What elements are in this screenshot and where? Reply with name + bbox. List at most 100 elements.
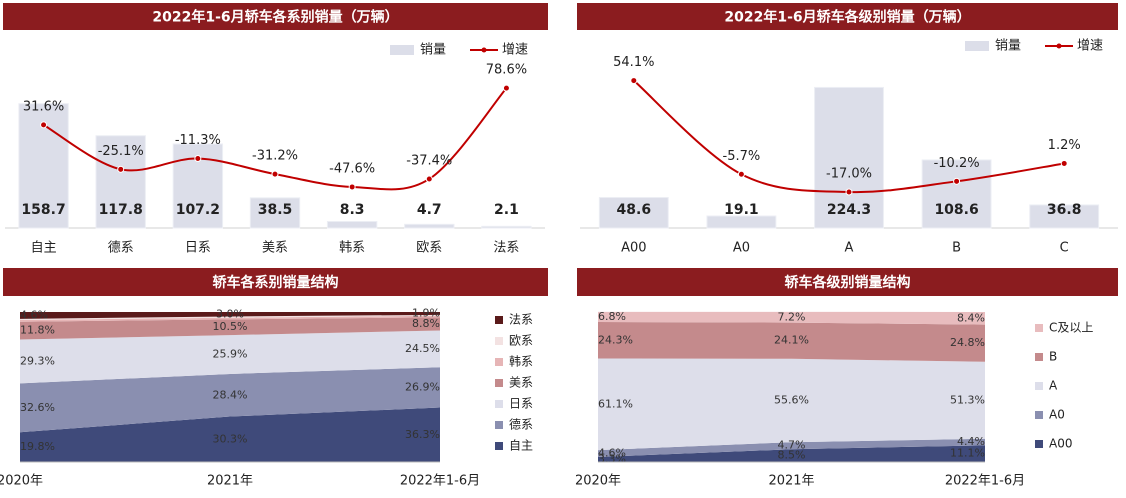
bar-value-label: 224.3 — [827, 202, 871, 218]
x-tick-label: A — [845, 241, 854, 256]
x-tick-label: 2022年1-6月 — [945, 474, 1025, 489]
area-value-label: 36.3% — [405, 428, 440, 441]
area-value-label: 7.2% — [778, 310, 806, 323]
area-value-label: 61.1% — [598, 397, 633, 410]
area-band — [598, 311, 985, 325]
x-tick-label: 2022年1-6月 — [400, 474, 480, 489]
growth-label: 1.2% — [1048, 138, 1081, 153]
legend-swatch — [495, 316, 503, 324]
area-value-label: 11.1% — [950, 447, 985, 460]
x-tick-label: 2020年 — [575, 474, 621, 489]
title-bar — [577, 268, 1118, 296]
growth-label: -25.1% — [98, 144, 144, 159]
x-tick-label: 德系 — [108, 241, 134, 256]
legend-swatch — [495, 358, 503, 366]
area-value-label: 55.6% — [774, 394, 809, 407]
x-tick-label: 日系 — [185, 241, 211, 256]
area-band — [598, 358, 985, 451]
legend-label: 增速 — [1077, 39, 1103, 54]
growth-label: -10.2% — [934, 156, 980, 171]
growth-label: 31.6% — [23, 99, 64, 114]
area-value-label: 8.5% — [778, 449, 806, 462]
area-band — [20, 317, 440, 340]
bar-value-label: 38.5 — [258, 202, 293, 218]
legend-label: 销量 — [995, 39, 1021, 54]
area-value-label: 24.5% — [405, 342, 440, 355]
growth-label: -37.4% — [406, 153, 452, 168]
legend-label: B — [1049, 350, 1057, 364]
bar — [95, 135, 146, 229]
bar-value-label: 117.8 — [99, 202, 143, 218]
area-value-label: 30.3% — [213, 432, 248, 445]
area-value-label: 4.7% — [778, 439, 806, 452]
area-value-label: 3.0% — [216, 307, 244, 320]
growth-point — [1060, 159, 1068, 167]
title-bar — [577, 3, 1118, 30]
chart-title: 轿车各系别销量结构 — [213, 274, 339, 291]
growth-point — [502, 84, 510, 92]
bar-value-label: 158.7 — [21, 202, 65, 218]
area-band — [20, 312, 440, 319]
growth-label: -5.7% — [723, 149, 761, 164]
area-value-label: 29.3% — [20, 354, 55, 367]
area-value-label: 24.3% — [598, 333, 633, 346]
area-value-label: 6.8% — [598, 310, 626, 323]
x-tick-label: 美系 — [262, 241, 288, 256]
bar-value-label: 8.3 — [340, 202, 365, 218]
legend-swatch — [495, 442, 503, 450]
bar — [921, 159, 992, 229]
legend-label: 美系 — [509, 376, 533, 390]
title-bar — [3, 268, 548, 296]
growth-point — [40, 121, 48, 129]
growth-label: -31.2% — [252, 149, 298, 164]
area-value-label: 32.6% — [20, 401, 55, 414]
growth-point — [271, 170, 279, 178]
chart-title: 2022年1-6月轿车各系别销量（万辆） — [152, 9, 398, 26]
bar — [814, 86, 884, 229]
legend-label: C及以上 — [1049, 321, 1093, 335]
x-tick-label: 2021年 — [768, 474, 814, 489]
area-band — [20, 330, 440, 384]
legend-swatch — [495, 400, 503, 408]
legend-swatch — [965, 41, 989, 51]
bar — [404, 223, 455, 229]
legend-swatch — [1035, 324, 1043, 332]
bar-value-label: 48.6 — [617, 202, 652, 218]
area-value-label: 4.6% — [20, 308, 48, 321]
legend-label: 法系 — [509, 313, 533, 327]
bar-value-label: 108.6 — [934, 202, 978, 218]
legend-label: A00 — [1049, 437, 1072, 451]
area-band — [20, 315, 440, 322]
x-tick-label: 韩系 — [339, 241, 365, 256]
bar — [481, 225, 532, 229]
bar-value-label: 4.7 — [417, 202, 442, 218]
x-tick-label: 自主 — [31, 241, 57, 256]
bar-value-label: 36.8 — [1047, 202, 1082, 218]
legend-label: 销量 — [420, 43, 446, 58]
legend-swatch — [495, 421, 503, 429]
x-tick-label: A0 — [733, 241, 750, 256]
area-value-label: 28.4% — [213, 388, 248, 401]
area-value-label: 11.8% — [20, 324, 55, 337]
bar — [1029, 204, 1100, 229]
legend-label: 增速 — [502, 43, 528, 58]
legend-label: A — [1049, 379, 1058, 393]
bar-value-label: 2.1 — [494, 202, 519, 218]
bar-value-label: 19.1 — [724, 202, 759, 218]
x-tick-label: 2021年 — [207, 474, 253, 489]
growth-label: 78.6% — [486, 63, 527, 78]
area-value-label: 51.3% — [950, 393, 985, 406]
legend-label: 日系 — [509, 397, 533, 411]
legend-label: 自主 — [509, 439, 533, 453]
area-value-label: 24.1% — [774, 334, 809, 347]
area-band — [598, 322, 985, 362]
growth-point — [194, 155, 202, 163]
x-tick-label: 欧系 — [416, 241, 442, 256]
area-band — [598, 438, 985, 458]
legend-label: A0 — [1049, 408, 1065, 422]
area-band — [598, 445, 985, 462]
legend-swatch — [390, 45, 414, 55]
growth-label: -11.3% — [175, 133, 221, 148]
bar-value-label: 107.2 — [176, 202, 220, 218]
